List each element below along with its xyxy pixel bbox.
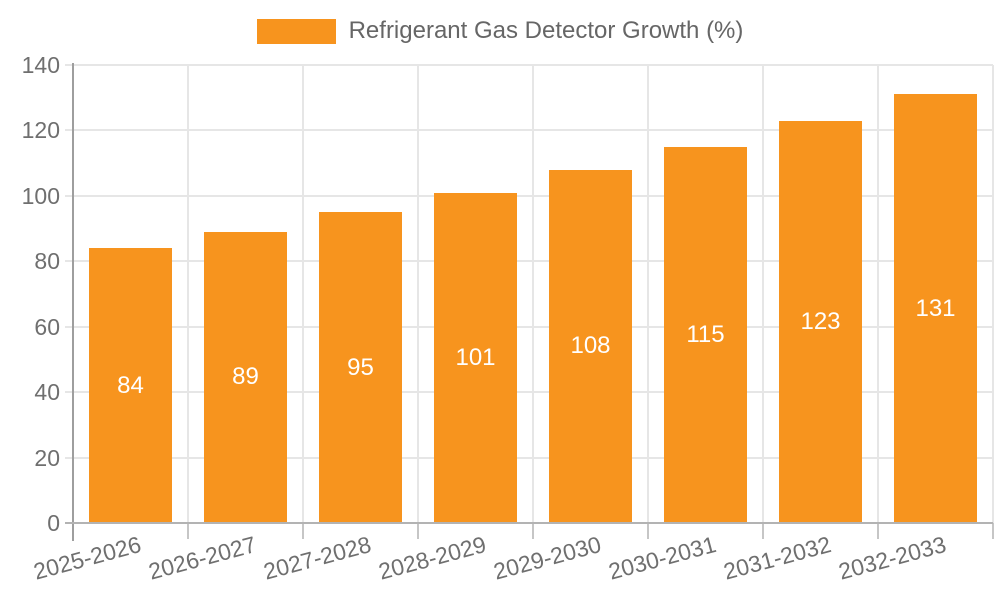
x-axis-tick-label: 2032-2033 bbox=[835, 531, 949, 585]
y-axis-tick-label: 80 bbox=[34, 248, 60, 275]
bar[interactable]: 95 bbox=[319, 212, 402, 523]
legend[interactable]: Refrigerant Gas Detector Growth (%) bbox=[0, 17, 1000, 45]
h-gridline bbox=[65, 129, 993, 132]
y-axis-tick-label: 100 bbox=[21, 182, 60, 209]
bar-value-label: 108 bbox=[570, 332, 611, 360]
v-gridline bbox=[877, 65, 879, 523]
legend-swatch-icon bbox=[256, 18, 336, 44]
x-axis-tick-label: 2026-2027 bbox=[145, 531, 259, 585]
v-gridline bbox=[532, 65, 534, 523]
x-axis-tick bbox=[647, 523, 649, 539]
x-axis-tick-label: 2029-2030 bbox=[490, 531, 604, 585]
h-gridline bbox=[65, 194, 993, 197]
v-gridline bbox=[992, 65, 994, 523]
x-axis-tick bbox=[532, 523, 534, 539]
bar-value-label: 95 bbox=[347, 353, 374, 381]
bar[interactable]: 123 bbox=[779, 120, 862, 523]
bar[interactable]: 84 bbox=[89, 248, 172, 523]
v-gridline bbox=[187, 65, 189, 523]
y-axis-tick-label: 120 bbox=[21, 117, 60, 144]
v-gridline bbox=[302, 65, 304, 523]
y-axis-tick-label: 60 bbox=[34, 313, 60, 340]
bar[interactable]: 101 bbox=[434, 192, 517, 523]
h-gridline bbox=[65, 456, 993, 459]
bar-value-label: 115 bbox=[686, 320, 725, 348]
x-axis-tick bbox=[877, 523, 879, 539]
y-axis-tick-label: 140 bbox=[21, 52, 60, 78]
x-axis-tick-label: 2030-2031 bbox=[605, 531, 719, 585]
x-axis-tick-label: 2025-2026 bbox=[30, 531, 144, 585]
x-axis-tick-label: 2028-2029 bbox=[375, 531, 489, 585]
v-gridline bbox=[762, 65, 764, 523]
x-axis-tick bbox=[992, 523, 994, 539]
bar-value-label: 101 bbox=[455, 343, 496, 371]
h-gridline bbox=[65, 64, 993, 66]
h-gridline bbox=[65, 325, 993, 328]
legend-label: Refrigerant Gas Detector Growth (%) bbox=[348, 17, 744, 44]
bar-value-label: 123 bbox=[800, 307, 841, 335]
bar[interactable]: 131 bbox=[894, 94, 977, 523]
x-axis-tick bbox=[417, 523, 419, 539]
bar[interactable]: 115 bbox=[664, 146, 747, 523]
x-axis-line bbox=[65, 522, 993, 524]
y-axis-tick-label: 40 bbox=[34, 379, 60, 406]
x-axis-tick bbox=[302, 523, 304, 539]
x-axis-tick bbox=[187, 523, 189, 539]
h-gridline bbox=[65, 260, 993, 263]
bar[interactable]: 108 bbox=[549, 169, 632, 523]
y-axis-tick-label: 0 bbox=[47, 510, 60, 536]
x-axis-tick-label: 2027-2028 bbox=[260, 531, 374, 585]
y-axis-tick-label: 20 bbox=[34, 444, 60, 471]
bar-value-label: 131 bbox=[915, 294, 956, 322]
bar-value-label: 89 bbox=[232, 363, 259, 391]
bar[interactable]: 89 bbox=[204, 231, 287, 523]
bar-value-label: 84 bbox=[117, 371, 144, 399]
v-gridline bbox=[647, 65, 649, 523]
h-gridline bbox=[65, 391, 993, 394]
x-axis-tick bbox=[762, 523, 764, 539]
x-axis-tick-label: 2031-2032 bbox=[720, 531, 834, 585]
y-axis-line bbox=[72, 63, 74, 541]
v-gridline bbox=[417, 65, 419, 523]
